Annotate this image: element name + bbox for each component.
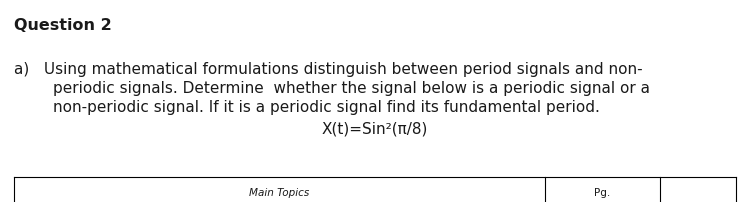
Text: periodic signals. Determine  whether the signal below is a periodic signal or a: periodic signals. Determine whether the … (14, 81, 650, 96)
Text: Main Topics: Main Topics (249, 187, 310, 197)
Text: X(t)=Sin²(π/8): X(t)=Sin²(π/8) (322, 121, 428, 136)
Text: Pg.: Pg. (594, 187, 610, 197)
Text: non-periodic signal. If it is a periodic signal find its fundamental period.: non-periodic signal. If it is a periodic… (14, 100, 600, 115)
Text: a)   Using mathematical formulations distinguish between period signals and non-: a) Using mathematical formulations disti… (14, 62, 643, 77)
Text: Question 2: Question 2 (14, 18, 112, 33)
